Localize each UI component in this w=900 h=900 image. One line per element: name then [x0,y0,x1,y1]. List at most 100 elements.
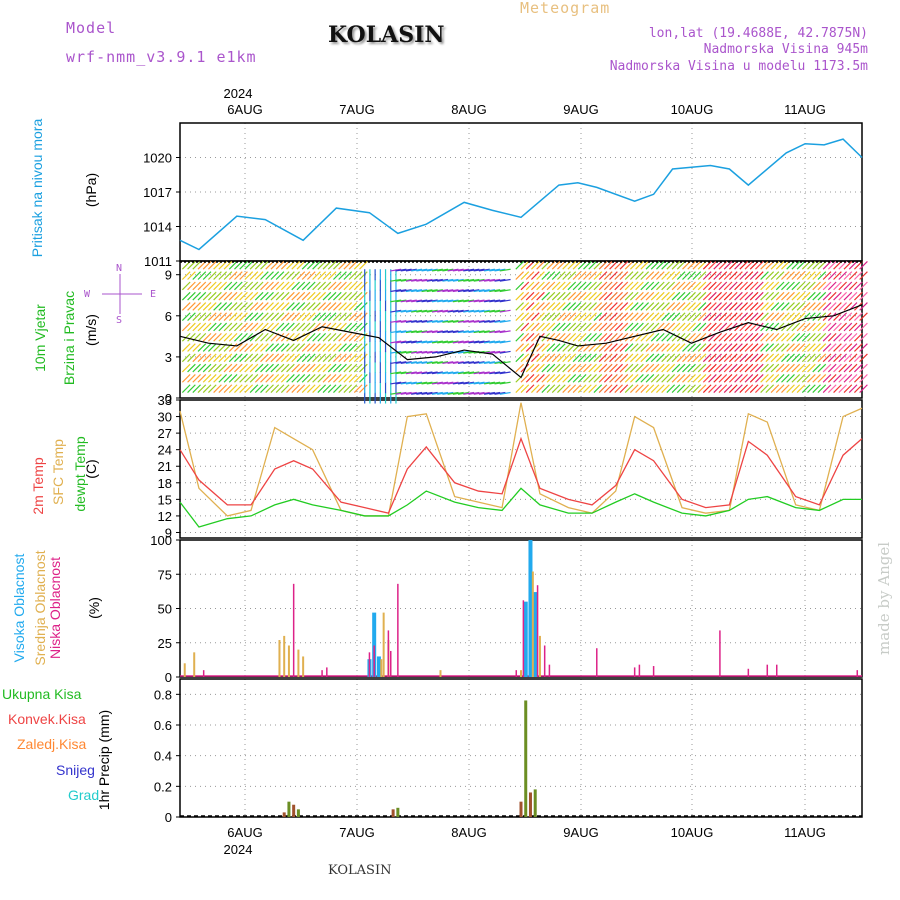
wind-arrow [249,291,259,301]
wind-arrow [650,291,660,301]
wind-arrow [822,302,832,311]
wind-arrow [270,312,280,322]
wind-arrow [405,320,417,323]
wind-arrow [478,309,490,313]
wind-arrow [593,332,603,342]
wind-arrow [859,291,868,301]
wind-arrow [650,343,660,352]
wind-arrow [489,381,501,385]
compass-w: W [84,289,91,300]
wind-arrow [223,281,233,291]
wind-arrow [421,320,433,323]
wind-arrow [609,332,618,342]
wind-arrow [702,363,712,373]
wind-arrow [426,299,438,303]
wind-arrow [728,353,738,363]
wind-arrow [859,302,868,311]
wind-arrow [723,374,733,383]
wind-arrow [781,374,790,383]
wind-arrow [207,363,217,373]
wind-arrow [416,289,428,293]
wind-arrow [416,350,428,354]
wind-arrow [619,291,629,301]
wind-arrow [301,353,311,363]
wind-arrow [213,353,222,363]
precip-tick-label: 0.2 [154,779,172,794]
wind-arrow [499,361,511,365]
cloud-high-bar [372,612,377,677]
wind-arrow [421,361,433,365]
wind-arrow [557,281,566,291]
wind-arrow [853,343,863,352]
wind-arrow [515,291,524,301]
wind-arrow [739,302,749,311]
wind-arrow [400,320,412,323]
wind-arrow [749,291,759,301]
wind-arrow [629,271,639,280]
wind-arrow [192,312,201,322]
wind-arrow [254,353,264,363]
wind-arrow [327,363,337,373]
wind-arrow [452,278,464,282]
temp-tick-label: 9 [165,525,172,540]
wind-arrow [280,271,290,280]
wind-arrow [192,302,201,311]
wind-arrow [765,363,775,373]
wind-arrow [296,312,306,322]
wind-arrow [468,309,480,313]
wind-arrow [723,271,733,280]
wind-arrow [442,361,454,365]
wind-arrow [192,281,201,291]
wind-arrow [239,363,248,373]
wind-arrow [530,291,540,301]
wind-arrow [353,312,363,322]
wind-arrow [197,363,207,373]
wind-arrow [551,384,561,393]
wind-arrow [551,322,561,332]
x-day-label-top: 10AUG [671,102,714,117]
wind-arrow [489,330,501,334]
wind-arrow [530,363,540,373]
wind-arrow [405,371,417,375]
wind-arrow [661,363,670,373]
wind-arrow [202,384,212,393]
wind-arrow [468,340,480,344]
cloud-low-bar [292,583,295,677]
wind-arrow [515,343,524,352]
wind-arrow [692,343,702,352]
wind-arrow [744,353,754,363]
wind-arrow [796,332,806,342]
wind-arrow [301,281,311,291]
wind-arrow [801,374,811,383]
wind-arrow [739,374,749,383]
wind-arrow [760,271,769,280]
wind-arrow [348,343,358,352]
wind-arrow [348,363,358,373]
cloud-mid-bar [183,663,186,677]
wind-arrow [457,340,469,344]
wind-arrow [718,363,728,373]
wind-arrow [859,353,868,363]
wind-arrow [494,350,506,354]
wind-arrow [197,374,207,383]
wind-arrow [718,374,728,383]
wind-arrow [817,291,827,301]
wind-arrow [557,271,566,280]
precip-tick-label: 0.4 [154,749,172,764]
wind-arrow [327,332,337,342]
wind-arrow [213,302,222,311]
wind-arrow [473,278,485,282]
wind-arrow [213,384,222,393]
wind-arrow [812,384,821,393]
wind-arrow [515,261,524,270]
wind-arrow [708,363,717,373]
wind-arrow [353,384,363,393]
wind-arrow [749,302,759,311]
wind-arrow [541,291,551,301]
wind-arrow [661,384,670,393]
wind-arrow [468,289,480,293]
wind-arrow [520,281,530,291]
wind-arrow [572,281,582,291]
wind-arrow [682,291,691,301]
wind-arrow [760,363,769,373]
